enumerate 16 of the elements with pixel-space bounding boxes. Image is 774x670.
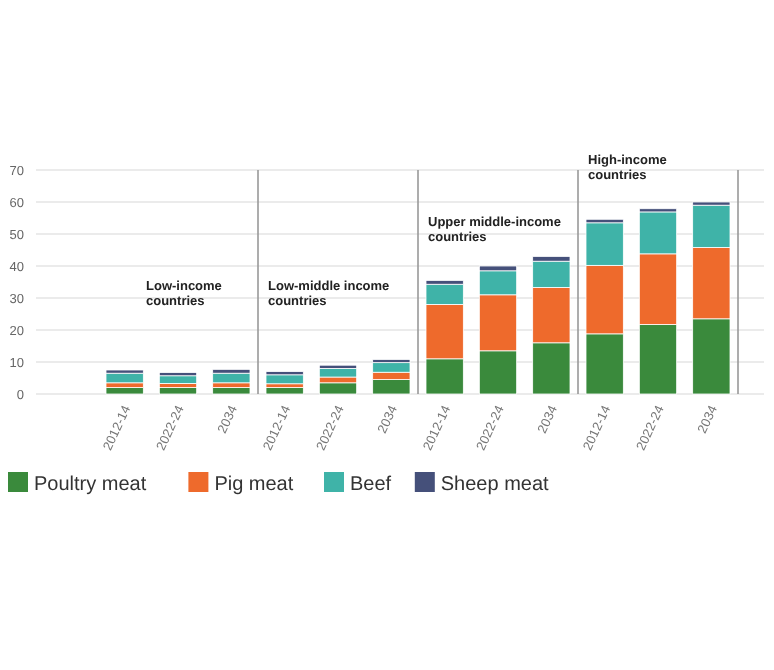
bar: [212, 382, 251, 388]
legend-label: Pig meat: [214, 474, 294, 496]
bar: [372, 362, 411, 373]
legend-label: Poultry meat: [34, 474, 147, 496]
bar: [105, 387, 144, 395]
bar: [105, 382, 144, 388]
bar: [158, 375, 198, 384]
bar: [265, 387, 304, 395]
legend-label: Beef: [350, 474, 392, 496]
legend-label: Sheep meat: [440, 474, 550, 496]
bar: [265, 374, 304, 385]
bar: [212, 387, 251, 395]
bar: [318, 368, 358, 378]
bar: [318, 382, 358, 395]
bar: [372, 379, 411, 395]
bar: [158, 387, 198, 395]
